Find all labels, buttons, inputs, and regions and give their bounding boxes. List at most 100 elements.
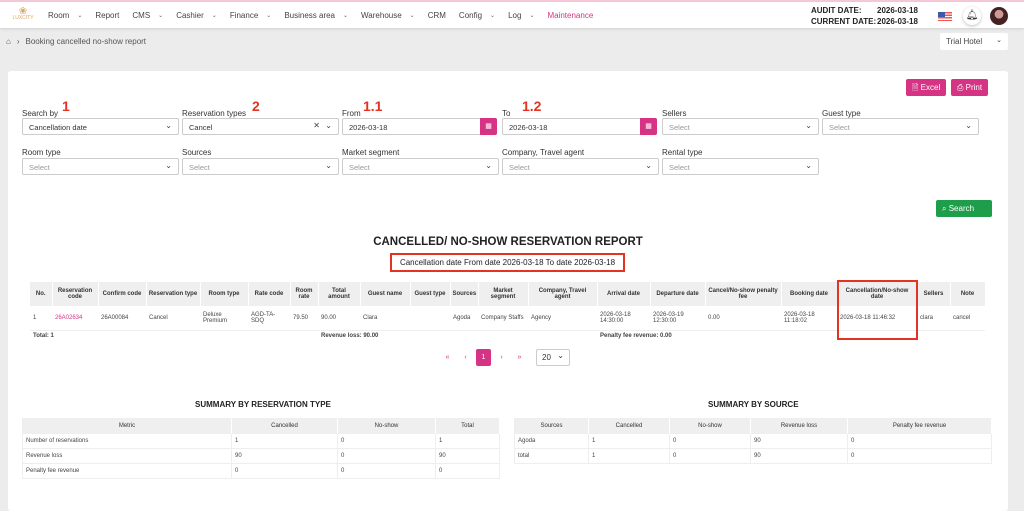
table-cell: 90 bbox=[750, 448, 848, 464]
column-header: Total bbox=[435, 418, 500, 434]
reservation-types-select[interactable]: Cancel ✕ ⌄ bbox=[182, 118, 339, 135]
chevron-down-icon: ⌄ bbox=[965, 121, 972, 130]
table-cell: 2026-03-18 14:30:00 bbox=[597, 306, 650, 331]
table-cell: 90 bbox=[750, 433, 848, 449]
penalty-revenue-total: Penalty fee revenue: 0.00 bbox=[600, 333, 672, 340]
company-select[interactable]: Select ⌄ bbox=[502, 158, 659, 175]
guest-type-select[interactable]: Select ⌄ bbox=[822, 118, 979, 135]
excel-button[interactable]: 🗎 Excel bbox=[906, 79, 947, 96]
table-cell: 90.00 bbox=[318, 306, 360, 331]
market-segment-label: Market segment bbox=[342, 148, 400, 157]
luxcity-logo[interactable]: ❀ LUXCITY bbox=[12, 6, 34, 22]
report-table: No. Reservation code Confirm code Reservati… bbox=[30, 282, 986, 342]
column-header[interactable]: No. bbox=[30, 282, 53, 306]
table-cell: Revenue loss bbox=[22, 448, 232, 464]
chevron-down-icon: ⌄ bbox=[805, 121, 812, 130]
market-segment-select[interactable]: Select ⌄ bbox=[342, 158, 499, 175]
menu-item-config[interactable]: Config ⌄ bbox=[459, 11, 495, 20]
column-header[interactable]: Guest name bbox=[360, 282, 411, 306]
from-date-input[interactable]: 2026-03-18 ▦ bbox=[342, 118, 497, 135]
room-type-label: Room type bbox=[22, 148, 61, 157]
menu-label: CMS bbox=[132, 10, 151, 20]
table-row: 1 26A02634 26A00084 Cancel Deluxe Premium AGD… bbox=[30, 306, 985, 331]
menu-item-finance[interactable]: Finance ⌄ bbox=[230, 11, 272, 20]
column-header[interactable]: Confirm code bbox=[98, 282, 147, 306]
column-header: Cancelled bbox=[588, 418, 670, 434]
table-row: Number of reservations 1 0 1 bbox=[22, 433, 500, 449]
page-1-button[interactable]: 1 bbox=[476, 349, 491, 366]
reservation-code-link[interactable]: 26A02634 bbox=[52, 306, 98, 331]
home-icon[interactable]: ⌂ bbox=[6, 37, 11, 46]
table-cell: 1 bbox=[231, 433, 338, 449]
column-header[interactable]: Arrival date bbox=[597, 282, 651, 306]
annotation-1-2: 1.2 bbox=[522, 98, 542, 114]
column-header[interactable]: Room rate bbox=[290, 282, 319, 306]
table-cell: Number of reservations bbox=[22, 433, 232, 449]
column-header[interactable]: Reservation code bbox=[52, 282, 99, 306]
menu-label: Log bbox=[508, 10, 522, 20]
menu-item-cms[interactable]: CMS ⌄ bbox=[132, 11, 163, 20]
calendar-icon[interactable]: ▦ bbox=[640, 118, 657, 135]
menu-item-cashier[interactable]: Cashier ⌄ bbox=[176, 11, 217, 20]
page-size-select[interactable]: 20 ⌄ bbox=[536, 349, 570, 366]
column-header[interactable]: Market segment bbox=[478, 282, 529, 306]
chevron-down-icon: ⌄ bbox=[165, 121, 172, 130]
bell-icon[interactable]: 🔔︎ bbox=[963, 7, 981, 25]
column-header[interactable]: Sources bbox=[450, 282, 479, 306]
column-header[interactable]: Rate code bbox=[248, 282, 291, 306]
search-by-select[interactable]: Cancellation date ⌄ bbox=[22, 118, 179, 135]
menu-item-maintenance[interactable]: Maintenance bbox=[547, 11, 593, 20]
search-button[interactable]: ⌕ Search bbox=[936, 200, 992, 217]
menu-label: Room bbox=[48, 10, 70, 20]
hotel-select[interactable]: Trial Hotel ⌄ bbox=[940, 33, 1008, 50]
column-header[interactable]: Room type bbox=[200, 282, 249, 306]
column-header[interactable]: Departure date bbox=[650, 282, 706, 306]
menu-item-warehouse[interactable]: Warehouse ⌄ bbox=[361, 11, 415, 20]
sellers-placeholder: Select bbox=[669, 123, 690, 132]
room-type-select[interactable]: Select ⌄ bbox=[22, 158, 179, 175]
column-header[interactable]: Note bbox=[950, 282, 986, 306]
print-button[interactable]: ⎙ Print bbox=[951, 79, 989, 96]
table-cell: Penalty fee revenue bbox=[22, 463, 232, 479]
column-header[interactable]: Cancellation/No-show date bbox=[837, 282, 918, 306]
menu-item-log[interactable]: Log ⌄ bbox=[508, 11, 534, 20]
room-type-placeholder: Select bbox=[29, 163, 50, 172]
table-cell: 0 bbox=[337, 463, 436, 479]
total-row: Total: 1 Revenue loss: 90.00 Penalty fee r… bbox=[30, 330, 985, 342]
chevron-right-icon: › bbox=[16, 37, 20, 46]
clear-icon[interactable]: ✕ bbox=[313, 121, 320, 130]
sources-select[interactable]: Select ⌄ bbox=[182, 158, 339, 175]
menu-label: Report bbox=[95, 10, 120, 20]
column-header[interactable]: Total amount bbox=[318, 282, 361, 306]
menu-item-business-area[interactable]: Business area ⌄ bbox=[284, 11, 348, 20]
column-header: Sources bbox=[514, 418, 589, 434]
menu-item-report[interactable]: Report bbox=[95, 11, 119, 20]
sellers-select[interactable]: Select ⌄ bbox=[662, 118, 819, 135]
date-info: AUDIT DATE: 2026-03-18 CURRENT DATE:2026-… bbox=[811, 5, 918, 27]
avatar[interactable] bbox=[990, 7, 1008, 25]
first-page-button[interactable]: « bbox=[445, 354, 450, 361]
menu-item-room[interactable]: Room ⌄ bbox=[48, 11, 82, 20]
search-by-value: Cancellation date bbox=[29, 123, 87, 132]
to-date-input[interactable]: 2026-03-18 ▦ bbox=[502, 118, 657, 135]
column-header[interactable]: Guest type bbox=[410, 282, 451, 306]
calendar-icon[interactable]: ▦ bbox=[480, 118, 497, 135]
column-header[interactable]: Company, Travel agent bbox=[528, 282, 598, 306]
us-flag-icon[interactable] bbox=[938, 12, 952, 21]
column-header[interactable]: Booking date bbox=[781, 282, 838, 306]
rental-type-placeholder: Select bbox=[669, 163, 690, 172]
column-header: No-show bbox=[337, 418, 436, 434]
next-page-button[interactable]: › bbox=[500, 354, 503, 361]
column-header[interactable]: Sellers bbox=[917, 282, 951, 306]
chevron-down-icon: ⌄ bbox=[645, 161, 652, 170]
table-row: total 1 0 90 0 bbox=[514, 448, 992, 464]
prev-page-button[interactable]: ‹ bbox=[464, 354, 467, 361]
menu-item-crm[interactable]: CRM bbox=[428, 11, 446, 20]
rental-type-select[interactable]: Select ⌄ bbox=[662, 158, 819, 175]
table-cell: 0 bbox=[435, 463, 500, 479]
column-header[interactable]: Reservation type bbox=[146, 282, 201, 306]
last-page-button[interactable]: » bbox=[517, 354, 522, 361]
table-cell: 90 bbox=[435, 448, 500, 464]
table-row: Revenue loss 90 0 90 bbox=[22, 448, 500, 464]
column-header[interactable]: Cancel/No-show penalty fee bbox=[705, 282, 782, 306]
